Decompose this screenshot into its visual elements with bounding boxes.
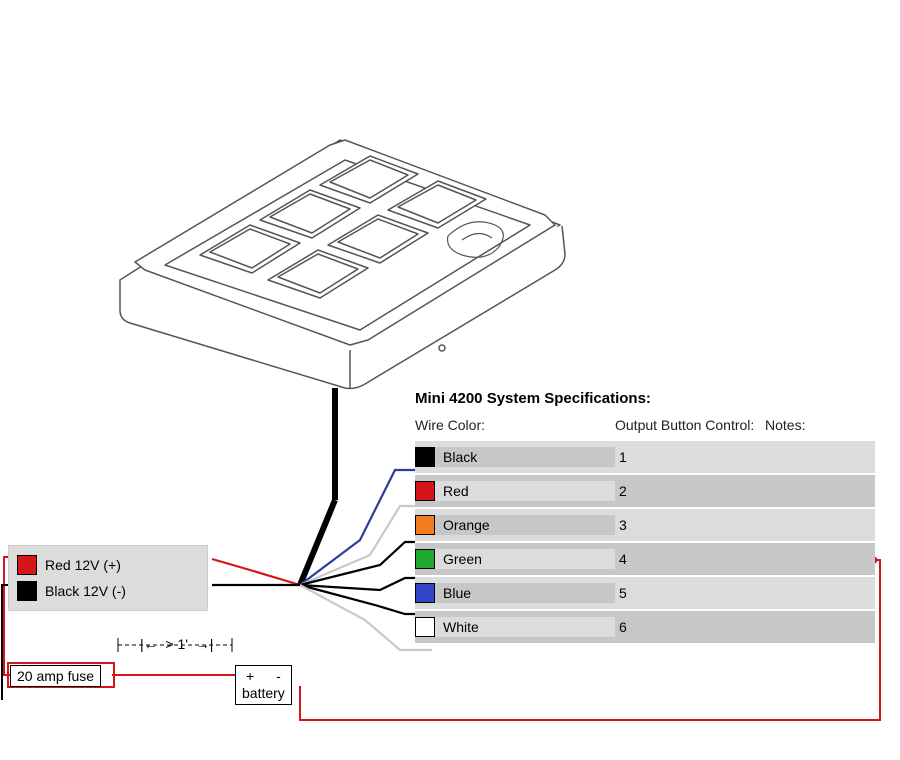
spec-row: Orange 3 [415,509,875,543]
black-swatch [17,581,37,601]
output-wires [300,470,432,650]
power-black-label: Black 12V (-) [45,583,126,599]
spec-row: White 6 [415,611,875,645]
spec-cell-color: Red [415,481,615,501]
wiring-svg [0,0,900,760]
power-black-row: Black 12V (-) [17,578,199,604]
black-swatch [415,447,435,467]
power-label-box: Red 12V (+) Black 12V (-) [8,545,208,611]
spec-cell-color: Black [415,447,615,467]
spec-row: Black 1 [415,441,875,475]
spec-cell-color: Orange [415,515,615,535]
spec-color-name: Red [443,483,469,499]
spec-color-name: White [443,619,479,635]
spec-table: Mini 4200 System Specifications: Wire Co… [415,390,875,645]
blue-swatch [415,583,435,603]
orange-swatch [415,515,435,535]
distance-value: > 1' [165,636,188,652]
spec-color-name: Blue [443,585,471,601]
power-red-row: Red 12V (+) [17,552,199,578]
spec-cell-color: Green [415,549,615,569]
spec-title: Mini 4200 System Specifications: [415,390,875,407]
spec-row: Blue 5 [415,577,875,611]
spec-color-name: Black [443,449,477,465]
white-swatch [415,617,435,637]
spec-cell-button: 4 [615,551,765,567]
spec-cell-button: 1 [615,449,765,465]
green-swatch [415,549,435,569]
distance-label: |← > 1' →| [140,636,213,652]
red-swatch [17,555,37,575]
battery-box: + - battery [235,665,292,705]
spec-cell-button: 5 [615,585,765,601]
spec-color-name: Orange [443,517,490,533]
spec-color-name: Green [443,551,482,567]
fuse-label: 20 amp fuse [17,668,94,684]
battery-minus: - [276,668,281,685]
spec-cell-button: 3 [615,517,765,533]
header-wire-color: Wire Color: [415,417,615,433]
battery-label: battery [242,685,285,702]
power-wires [212,559,300,585]
battery-terminals: + - [242,668,285,685]
fuse-box: 20 amp fuse [10,665,101,687]
red-swatch [415,481,435,501]
power-red-label: Red 12V (+) [45,557,121,573]
device-drawing [120,140,565,389]
battery-plus: + [246,668,254,685]
spec-cell-button: 6 [615,619,765,635]
spec-rows: Black 1 Red 2 Orange 3 Green 4 Blue 5 White 6 [415,441,875,645]
spec-row: Red 2 [415,475,875,509]
spec-cell-color: White [415,617,615,637]
header-notes: Notes: [765,417,875,433]
spec-cell-color: Blue [415,583,615,603]
spec-headers: Wire Color: Output Button Control: Notes… [415,417,875,433]
spec-row: Green 4 [415,543,875,577]
spec-cell-button: 2 [615,483,765,499]
header-output-button: Output Button Control: [615,417,765,433]
